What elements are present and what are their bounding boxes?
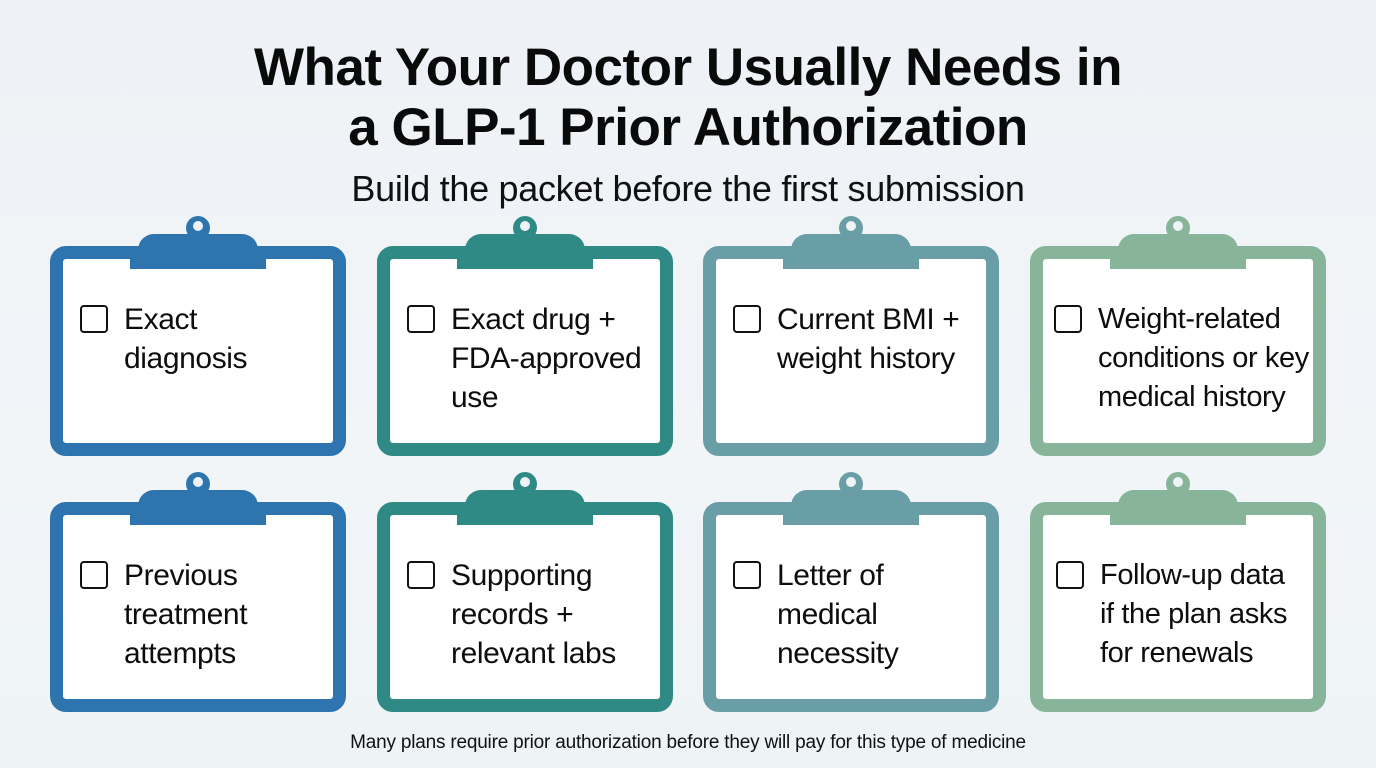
checkbox[interactable] [733, 305, 761, 333]
clipboard-card-records: Supporting records + relevant labs [377, 472, 673, 712]
clip-base [130, 506, 266, 525]
checklist-item-label: Follow-up data if the plan asks for rene… [1100, 559, 1288, 669]
clipboard-icon [50, 246, 346, 456]
clip-base [1110, 250, 1246, 269]
checklist-item: Previous treatment attempts [80, 556, 338, 673]
page-title: What Your Doctor Usually Needs in a GLP-… [0, 38, 1376, 158]
checkbox[interactable] [733, 561, 761, 589]
checkbox[interactable] [407, 305, 435, 333]
clip-ring-icon [839, 216, 863, 240]
checkbox[interactable] [80, 305, 108, 333]
clip-ring-icon [186, 216, 210, 240]
clip-base [457, 250, 593, 269]
clipboard-card-bmi: Current BMI + weight history [703, 216, 999, 456]
checkbox[interactable] [1056, 561, 1084, 589]
clip-base [457, 506, 593, 525]
checkbox[interactable] [80, 561, 108, 589]
clipboard-icon [377, 246, 673, 456]
clip-ring-icon [513, 216, 537, 240]
clipboard-card-letter: Letter of medical necessity [703, 472, 999, 712]
clip-ring-icon [513, 472, 537, 496]
footer-note: Many plans require prior authorization b… [350, 732, 1026, 753]
clipboard-card-conditions: Weight-related conditions or key medical… [1030, 216, 1326, 456]
clip-base [783, 506, 919, 525]
checklist-item-label: Weight-related conditions or key medical… [1098, 303, 1309, 413]
checklist-item-label: Exact diagnosis [124, 303, 248, 375]
checklist-item-label: Exact drug + FDA-approved use [451, 303, 642, 414]
page-subtitle: Build the packet before the first submis… [351, 168, 1025, 209]
clipboard-card-treatment: Previous treatment attempts [50, 472, 346, 712]
checklist-item: Letter of medical necessity [733, 556, 991, 673]
clip-ring-icon [839, 472, 863, 496]
checklist-item: Exact diagnosis [80, 300, 338, 378]
clipboard-icon [703, 502, 999, 712]
checklist-item: Follow-up data if the plan asks for rene… [1056, 556, 1326, 673]
clip-base [130, 250, 266, 269]
title-line-2: a GLP-1 Prior Authorization [348, 98, 1028, 157]
clipboard-card-follow-up: Follow-up data if the plan asks for rene… [1030, 472, 1326, 712]
clip-ring-icon [1166, 472, 1190, 496]
checklist-item-label: Previous treatment attempts [124, 559, 248, 670]
checklist-item-label: Letter of medical necessity [777, 559, 899, 670]
clip-ring-icon [1166, 216, 1190, 240]
clipboard-icon [703, 246, 999, 456]
checkbox[interactable] [1054, 305, 1082, 333]
checklist-item-label: Supporting records + relevant labs [451, 559, 616, 670]
clipboard-icon [50, 502, 346, 712]
checklist-item: Current BMI + weight history [733, 300, 991, 378]
clipboard-card-drug: Exact drug + FDA-approved use [377, 216, 673, 456]
clip-base [1110, 506, 1246, 525]
clip-base [783, 250, 919, 269]
checklist-item: Exact drug + FDA-approved use [407, 300, 665, 417]
checkbox[interactable] [407, 561, 435, 589]
clipboard-icon [377, 502, 673, 712]
checklist-item: Supporting records + relevant labs [407, 556, 665, 673]
title-line-1: What Your Doctor Usually Needs in [254, 38, 1122, 97]
clip-ring-icon [186, 472, 210, 496]
clipboard-icon [1030, 246, 1326, 456]
clipboard-icon [1030, 502, 1326, 712]
checklist-item: Weight-related conditions or key medical… [1054, 300, 1326, 417]
checklist-item-label: Current BMI + weight history [777, 303, 960, 375]
clipboard-card-diagnosis: Exact diagnosis [50, 216, 346, 456]
